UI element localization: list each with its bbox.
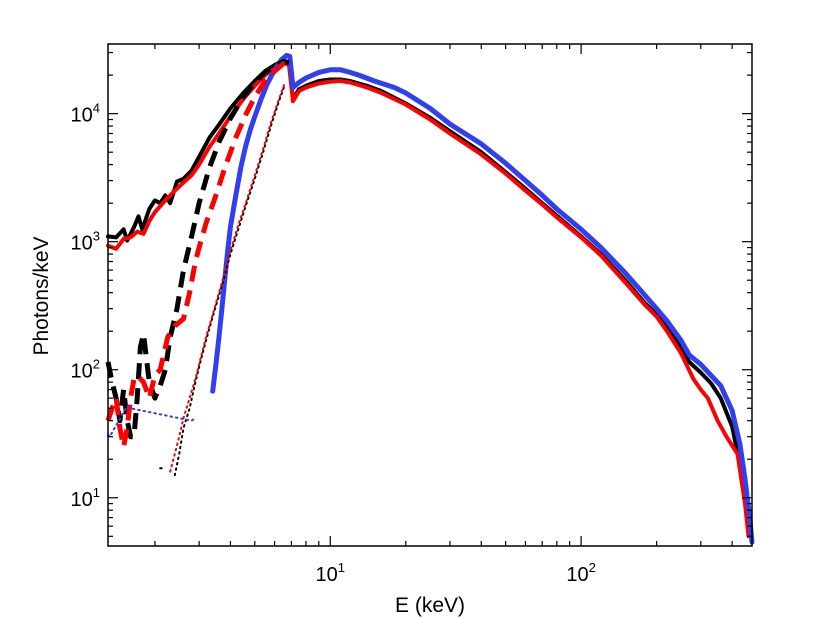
y-tick-label: 102 — [71, 357, 100, 383]
series-line-black-dashed — [105, 59, 290, 440]
y-tick-label: 104 — [71, 101, 100, 127]
series-line-black-dotted — [173, 83, 286, 477]
series-line-red-dashed — [105, 61, 290, 450]
x-axis-title: E (keV) — [395, 594, 465, 617]
plot-frame — [107, 43, 753, 547]
series-layer — [105, 52, 755, 545]
y-axis-title: Photons/keV — [30, 236, 53, 355]
y-tick-label: 101 — [71, 485, 100, 511]
series-line-black-solid — [106, 58, 751, 533]
label-layer: 101 102 101 102 103 104 — [71, 101, 596, 586]
y-tick-label: 103 — [71, 229, 100, 255]
x-tick-label: 102 — [566, 560, 595, 586]
series-line-blue-solid — [210, 52, 755, 545]
x-tick-label: 101 — [316, 560, 345, 586]
tick-layer — [108, 44, 752, 546]
series-line-red-solid — [106, 60, 751, 539]
series-line-red-dotted — [169, 81, 286, 473]
